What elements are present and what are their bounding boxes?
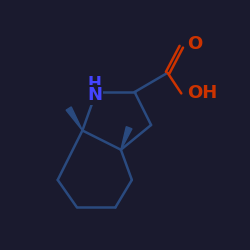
Polygon shape <box>121 127 132 150</box>
Text: OH: OH <box>187 84 217 102</box>
Text: N: N <box>87 86 102 104</box>
Text: O: O <box>187 35 202 53</box>
Polygon shape <box>66 107 82 130</box>
Text: H: H <box>88 75 102 93</box>
